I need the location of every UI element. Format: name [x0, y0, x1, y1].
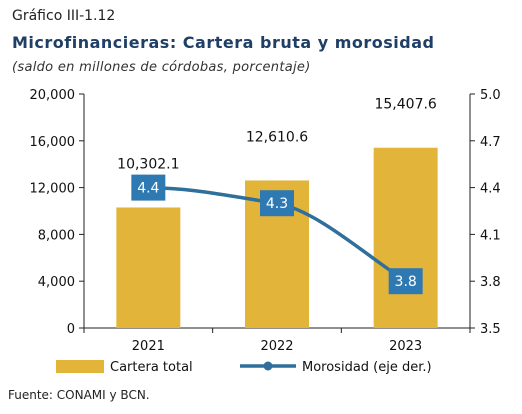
bar-value-label: 15,407.6	[374, 97, 436, 113]
left-tick-label: 4,000	[38, 275, 75, 290]
right-tick-label: 3.5	[480, 322, 501, 337]
legend-label-bar: Cartera total	[110, 360, 193, 375]
chart-title: Microfinancieras: Cartera bruta y morosi…	[12, 33, 435, 52]
chart-subtitle: (saldo en millones de córdobas, porcenta…	[12, 60, 311, 75]
x-tick-label: 2022	[260, 339, 293, 354]
figure-label: Gráfico III-1.12	[12, 8, 116, 24]
left-tick-label: 8,000	[38, 228, 75, 243]
line-value-label: 3.8	[395, 274, 417, 290]
left-tick-label: 0	[67, 322, 75, 337]
right-tick-label: 4.4	[480, 182, 501, 197]
x-tick-label: 2023	[389, 339, 422, 354]
legend-swatch-marker	[263, 361, 273, 371]
line-marker	[388, 268, 423, 295]
right-tick-label: 5.0	[480, 88, 501, 103]
source-note: Fuente: CONAMI y BCN.	[8, 388, 150, 402]
x-tick-label: 2021	[132, 339, 165, 354]
bar-value-label: 10,302.1	[117, 156, 179, 172]
legend-swatch-bar	[56, 360, 104, 373]
line-marker	[131, 174, 166, 201]
line-value-label: 4.4	[137, 181, 159, 197]
left-tick-label: 12,000	[30, 182, 76, 197]
bar	[373, 147, 438, 328]
right-tick-label: 4.1	[480, 228, 501, 243]
right-tick-label: 4.7	[480, 135, 501, 150]
left-tick-label: 20,000	[30, 88, 76, 103]
line-marker	[260, 190, 294, 217]
bar-value-label: 12,610.6	[246, 129, 308, 145]
bar	[116, 207, 181, 328]
left-tick-label: 16,000	[30, 135, 76, 150]
line-value-label: 4.3	[266, 196, 288, 212]
right-tick-label: 3.8	[480, 275, 501, 290]
legend-label-line: Morosidad (eje der.)	[302, 360, 432, 375]
